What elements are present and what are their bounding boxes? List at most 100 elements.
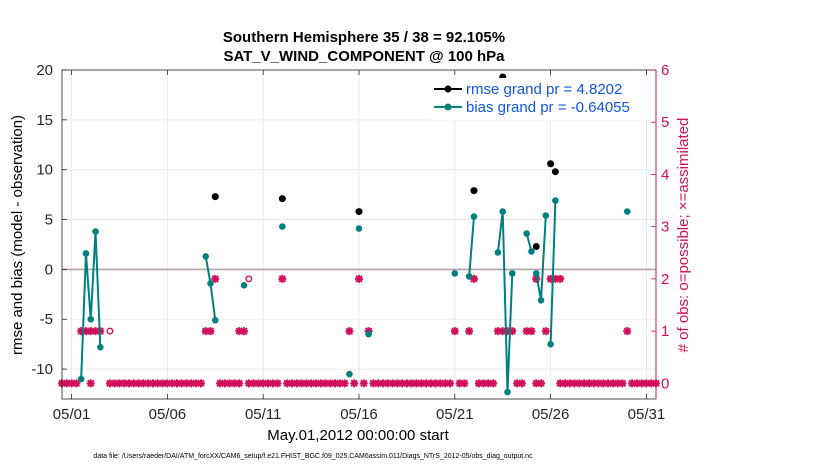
y-axis-ticks: 20 15 10 5 0 -5 -10 bbox=[31, 62, 67, 378]
y-right-tick-label: 2 bbox=[661, 271, 669, 288]
obs-assimilated-point bbox=[355, 274, 363, 283]
bias-point bbox=[92, 228, 99, 235]
y-tick-label: -5 bbox=[40, 311, 53, 328]
bias-point bbox=[542, 212, 550, 219]
obs-assimilated-point bbox=[91, 327, 100, 336]
obs-assimilated-point bbox=[637, 379, 646, 388]
obs-assimilated-point bbox=[77, 327, 86, 336]
obs-assimilated-point bbox=[484, 379, 493, 388]
obs-assimilated-point bbox=[105, 379, 114, 388]
obs-assimilated-point bbox=[331, 379, 340, 388]
obs-assimilated-point bbox=[350, 379, 359, 388]
x-tick-label: 05/26 bbox=[532, 406, 570, 423]
obs-assimilated-point bbox=[345, 327, 354, 336]
obs-assimilated-point bbox=[292, 379, 301, 388]
obs-assimilated-point bbox=[441, 379, 450, 388]
bias-point bbox=[97, 343, 104, 351]
y-tick-label: -10 bbox=[31, 361, 53, 378]
bias-line bbox=[468, 216, 475, 277]
y-tick-label: 10 bbox=[36, 162, 53, 179]
obs-assimilated-point bbox=[254, 379, 263, 388]
obs-assimilated-point bbox=[417, 379, 426, 388]
obs-assimilated-point bbox=[235, 379, 244, 388]
rmse-series bbox=[211, 73, 559, 250]
obs-assimilated-point bbox=[599, 379, 608, 388]
x-tick-label: 05/31 bbox=[628, 406, 666, 423]
bias-point bbox=[465, 273, 473, 280]
obs-assimilated-point bbox=[263, 379, 272, 388]
obs-assimilated-point bbox=[628, 379, 637, 388]
obs-assimilated-point bbox=[235, 327, 244, 336]
rmse-point bbox=[470, 187, 478, 195]
obs-assimilated-point bbox=[86, 379, 95, 388]
bias-point bbox=[532, 270, 540, 277]
rmse-point bbox=[211, 193, 219, 201]
obs-assimilated-point bbox=[436, 379, 445, 388]
bias-line bbox=[535, 215, 547, 301]
obs-assimilated-point bbox=[240, 327, 249, 336]
obs-assimilated-point bbox=[575, 379, 584, 388]
obs-assimilated-point bbox=[129, 379, 138, 388]
bias-point bbox=[508, 270, 516, 277]
bias-point bbox=[494, 249, 502, 256]
obs-assimilated-point bbox=[115, 379, 124, 388]
obs-assimilated-point bbox=[158, 379, 167, 388]
obs-assimilated-point bbox=[369, 379, 378, 388]
obs-assimilated-point bbox=[513, 379, 522, 388]
obs-assimilated-point bbox=[393, 379, 402, 388]
bias-series bbox=[77, 197, 631, 396]
bias-point bbox=[451, 270, 459, 277]
rmse-point bbox=[551, 168, 559, 176]
y-right-axis-ticks: 6 5 4 3 2 1 0 bbox=[651, 62, 669, 399]
obs-assimilated-point bbox=[407, 379, 416, 388]
obs-assimilated-point bbox=[570, 379, 579, 388]
obs-assimilated-point bbox=[618, 379, 627, 388]
obs-assimilated-point bbox=[86, 327, 95, 336]
obs-assimilated-point bbox=[182, 379, 191, 388]
obs-assimilated-point bbox=[249, 379, 258, 388]
obs-assimilated-point bbox=[244, 379, 253, 388]
bias-point bbox=[87, 315, 95, 323]
bias-point bbox=[528, 248, 535, 255]
obs-assimilated-point bbox=[594, 379, 603, 388]
y-right-tick-label: 4 bbox=[661, 166, 669, 183]
obs-assimilated-point bbox=[374, 379, 383, 388]
obs-assimilated-point bbox=[139, 379, 148, 388]
bias-point bbox=[279, 223, 286, 230]
bias-line bbox=[549, 200, 557, 345]
rmse-point bbox=[355, 208, 363, 216]
obs-assimilated-point bbox=[584, 379, 593, 388]
y-right-tick-label: 5 bbox=[661, 114, 669, 131]
obs-assimilated-point bbox=[225, 379, 234, 388]
obs-assimilated-point bbox=[455, 379, 464, 388]
obs-assimilated-point bbox=[589, 379, 598, 388]
obs-assimilated-point bbox=[383, 379, 392, 388]
rmse-point bbox=[532, 242, 540, 250]
obs-assimilated-point bbox=[556, 379, 565, 388]
x-tick-label: 05/21 bbox=[436, 406, 474, 423]
obs-assimilated-point bbox=[268, 379, 277, 388]
obs-assimilated-point bbox=[216, 379, 225, 388]
obs-assimilated-point bbox=[259, 379, 268, 388]
obs-assimilated-point bbox=[498, 327, 507, 336]
obs-assimilated-point bbox=[431, 379, 440, 388]
obs-assimilated-point bbox=[273, 379, 282, 388]
obs-assimilated-point bbox=[493, 327, 502, 336]
bias-point bbox=[207, 280, 214, 287]
obs-assimilated-point bbox=[565, 379, 574, 388]
obs-assimilated-point bbox=[580, 379, 589, 388]
y-axis-label: rmse and bias (model - observation) bbox=[9, 115, 26, 355]
bias-point bbox=[504, 388, 511, 396]
obs-assimilated-point bbox=[537, 379, 546, 388]
legend-marker bbox=[444, 103, 452, 111]
obs-assimilated-point bbox=[546, 274, 555, 283]
bias-line bbox=[496, 211, 514, 393]
obs-assimilated-point bbox=[527, 327, 536, 336]
obs-assimilated-point bbox=[508, 327, 517, 336]
bias-point bbox=[470, 213, 478, 220]
obs-assimilated-point bbox=[469, 274, 478, 283]
obs-assimilated-point bbox=[541, 327, 550, 336]
obs-assimilated-point bbox=[450, 327, 459, 336]
y-right-axis-label: # of obs: o=possible; ×=assimilated bbox=[675, 118, 692, 353]
